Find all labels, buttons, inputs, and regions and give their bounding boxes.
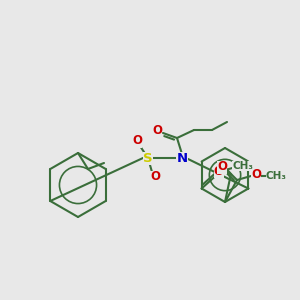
Text: O: O <box>150 170 160 184</box>
Text: S: S <box>143 152 153 164</box>
Text: O: O <box>251 169 261 182</box>
Text: N: N <box>176 152 188 164</box>
Text: O: O <box>214 165 224 178</box>
Text: CH₃: CH₃ <box>266 171 286 181</box>
Text: O: O <box>132 134 142 148</box>
Text: O: O <box>217 160 227 173</box>
Text: CH₃: CH₃ <box>232 161 253 171</box>
Text: O: O <box>152 124 162 137</box>
